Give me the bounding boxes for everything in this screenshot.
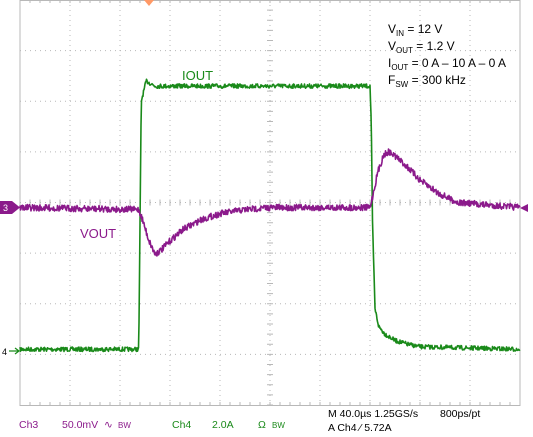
annotation-vout: VOUT = 1.2 V [388,39,455,55]
vout-trace-label: VOUT [80,226,116,241]
iout-trace-label: IOUT [182,68,213,83]
trigger-level-marker [520,204,528,212]
ch4-label: Ch4 [172,419,191,431]
ch4-ground-marker: 4 [2,347,20,357]
ch4-bw-limit-icon: BW [272,421,285,430]
series-line-iout [19,78,521,353]
annotation-iout: IOUT = 0 A – 10 A – 0 A [388,56,506,72]
ch4-scale: 2.0A [212,419,234,431]
timebase-readout: M 40.0µs 1.25GS/s [328,408,418,420]
annotation-vin: VIN = 12 V [388,22,442,38]
grid [19,0,521,406]
ch4-termination-icon: Ω [258,419,266,431]
traces [19,78,521,353]
ch3-marker-label: 3 [3,203,8,213]
trigger-readout: A Ch4 ⁄ 5.72A [328,422,392,434]
ch4-marker-label: 4 [2,347,7,357]
ch3-label: Ch3 [19,419,38,431]
ch3-scale: 50.0mV [62,419,98,431]
annotation-fsw: FSW = 300 kHz [388,73,466,89]
series-line-vout [19,148,521,257]
ch3-ground-marker: 3 [0,201,20,214]
trigger-position-marker [144,0,154,6]
ch3-coupling-icon: ∿ [104,419,113,431]
ch3-bw-limit-icon: BW [118,421,131,430]
record-resolution: 800ps/pt [440,408,480,420]
